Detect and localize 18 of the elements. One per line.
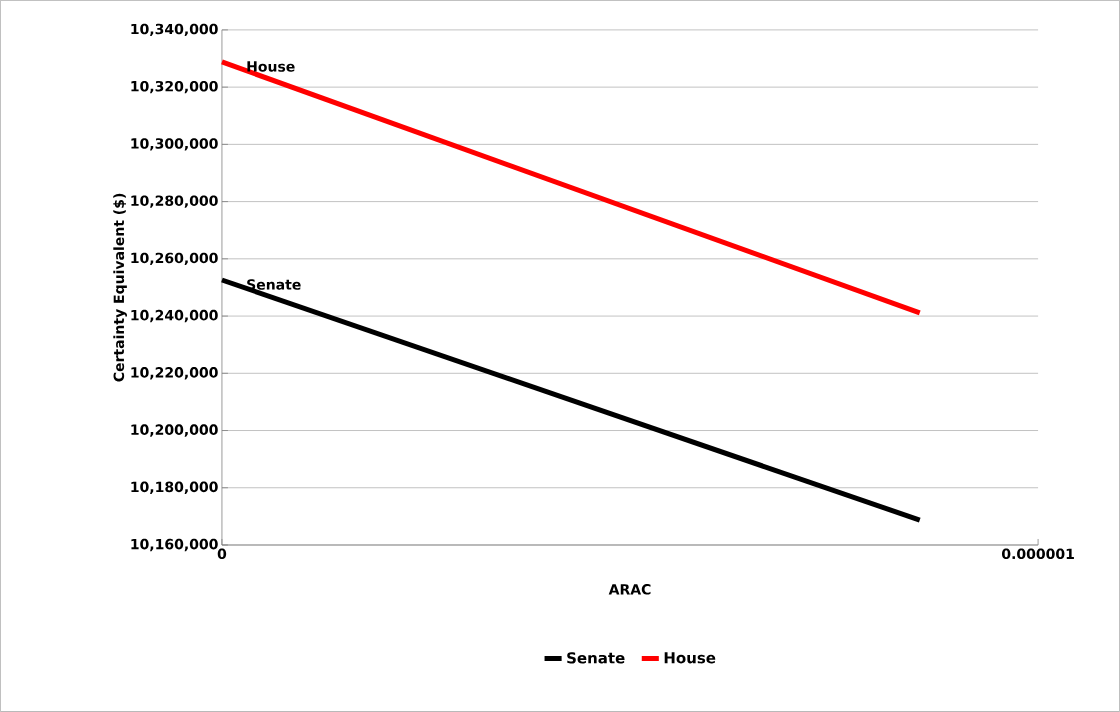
- y-tick-label: 10,280,000: [131, 195, 218, 208]
- y-tick-label: 10,320,000: [131, 80, 218, 94]
- annotation: Senate: [247, 279, 301, 290]
- y-tick-label: 10,180,000: [131, 481, 218, 494]
- x-tick-label: 0: [217, 548, 227, 560]
- x-tick-label: 0.000001: [1002, 548, 1074, 560]
- y-tick-label: 10,220,000: [131, 367, 218, 380]
- y-tick-label: 10,340,000: [131, 23, 218, 37]
- y-tick-label: 10,200,000: [131, 424, 218, 437]
- y-tick-label: 10,160,000: [131, 538, 218, 552]
- annotation: House: [247, 61, 295, 72]
- y-tick-label: 10,260,000: [131, 252, 218, 266]
- y-tick-label: 10,300,000: [131, 138, 218, 151]
- y-axis-title: Certainty Equivalent ($): [113, 193, 127, 382]
- legend-label: House: [664, 652, 716, 664]
- x-axis-title: ARAC: [608, 584, 651, 595]
- y-tick-label: 10,240,000: [131, 309, 218, 323]
- legend-label: Senate: [567, 652, 625, 664]
